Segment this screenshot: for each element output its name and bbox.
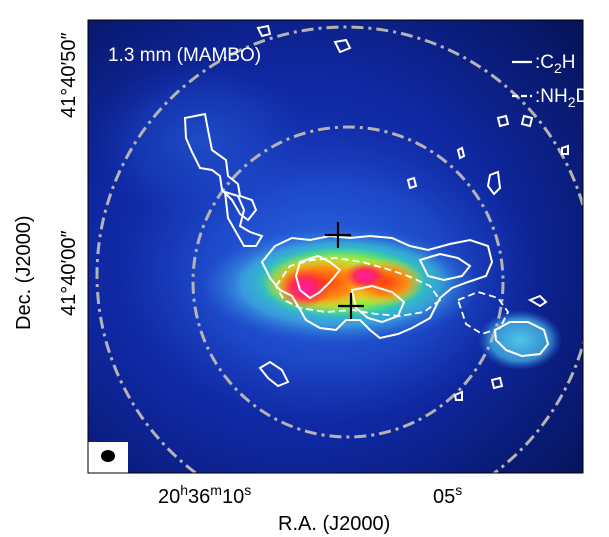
x-tick-1: 20h36m10s [158, 482, 251, 508]
legend-nh2d-label: :NH2D [535, 86, 589, 110]
plus-marker-north [325, 222, 351, 248]
inner-dashed-circle [191, 125, 505, 439]
x-axis-label: R.A. (J2000) [278, 513, 390, 535]
plus-marker-south [338, 293, 364, 319]
intensity-map [88, 20, 583, 473]
plot-frame [87, 19, 584, 474]
legend: :C2H :NH2D [512, 52, 589, 110]
outer-dashed-circle [95, 25, 583, 473]
x-tick-2: 05s [433, 482, 462, 508]
y-axis-label: Dec. (J2000) [13, 216, 35, 331]
beam-indicator [88, 442, 128, 473]
y-tick-1: 41°40′50″ [58, 32, 80, 118]
panel-label: 1.3 mm (MAMBO) [108, 45, 261, 66]
nh2d-contours [274, 257, 510, 335]
y-tick-2: 41°40′00″ [58, 230, 80, 316]
legend-c2h-label: :C2H [535, 52, 576, 76]
